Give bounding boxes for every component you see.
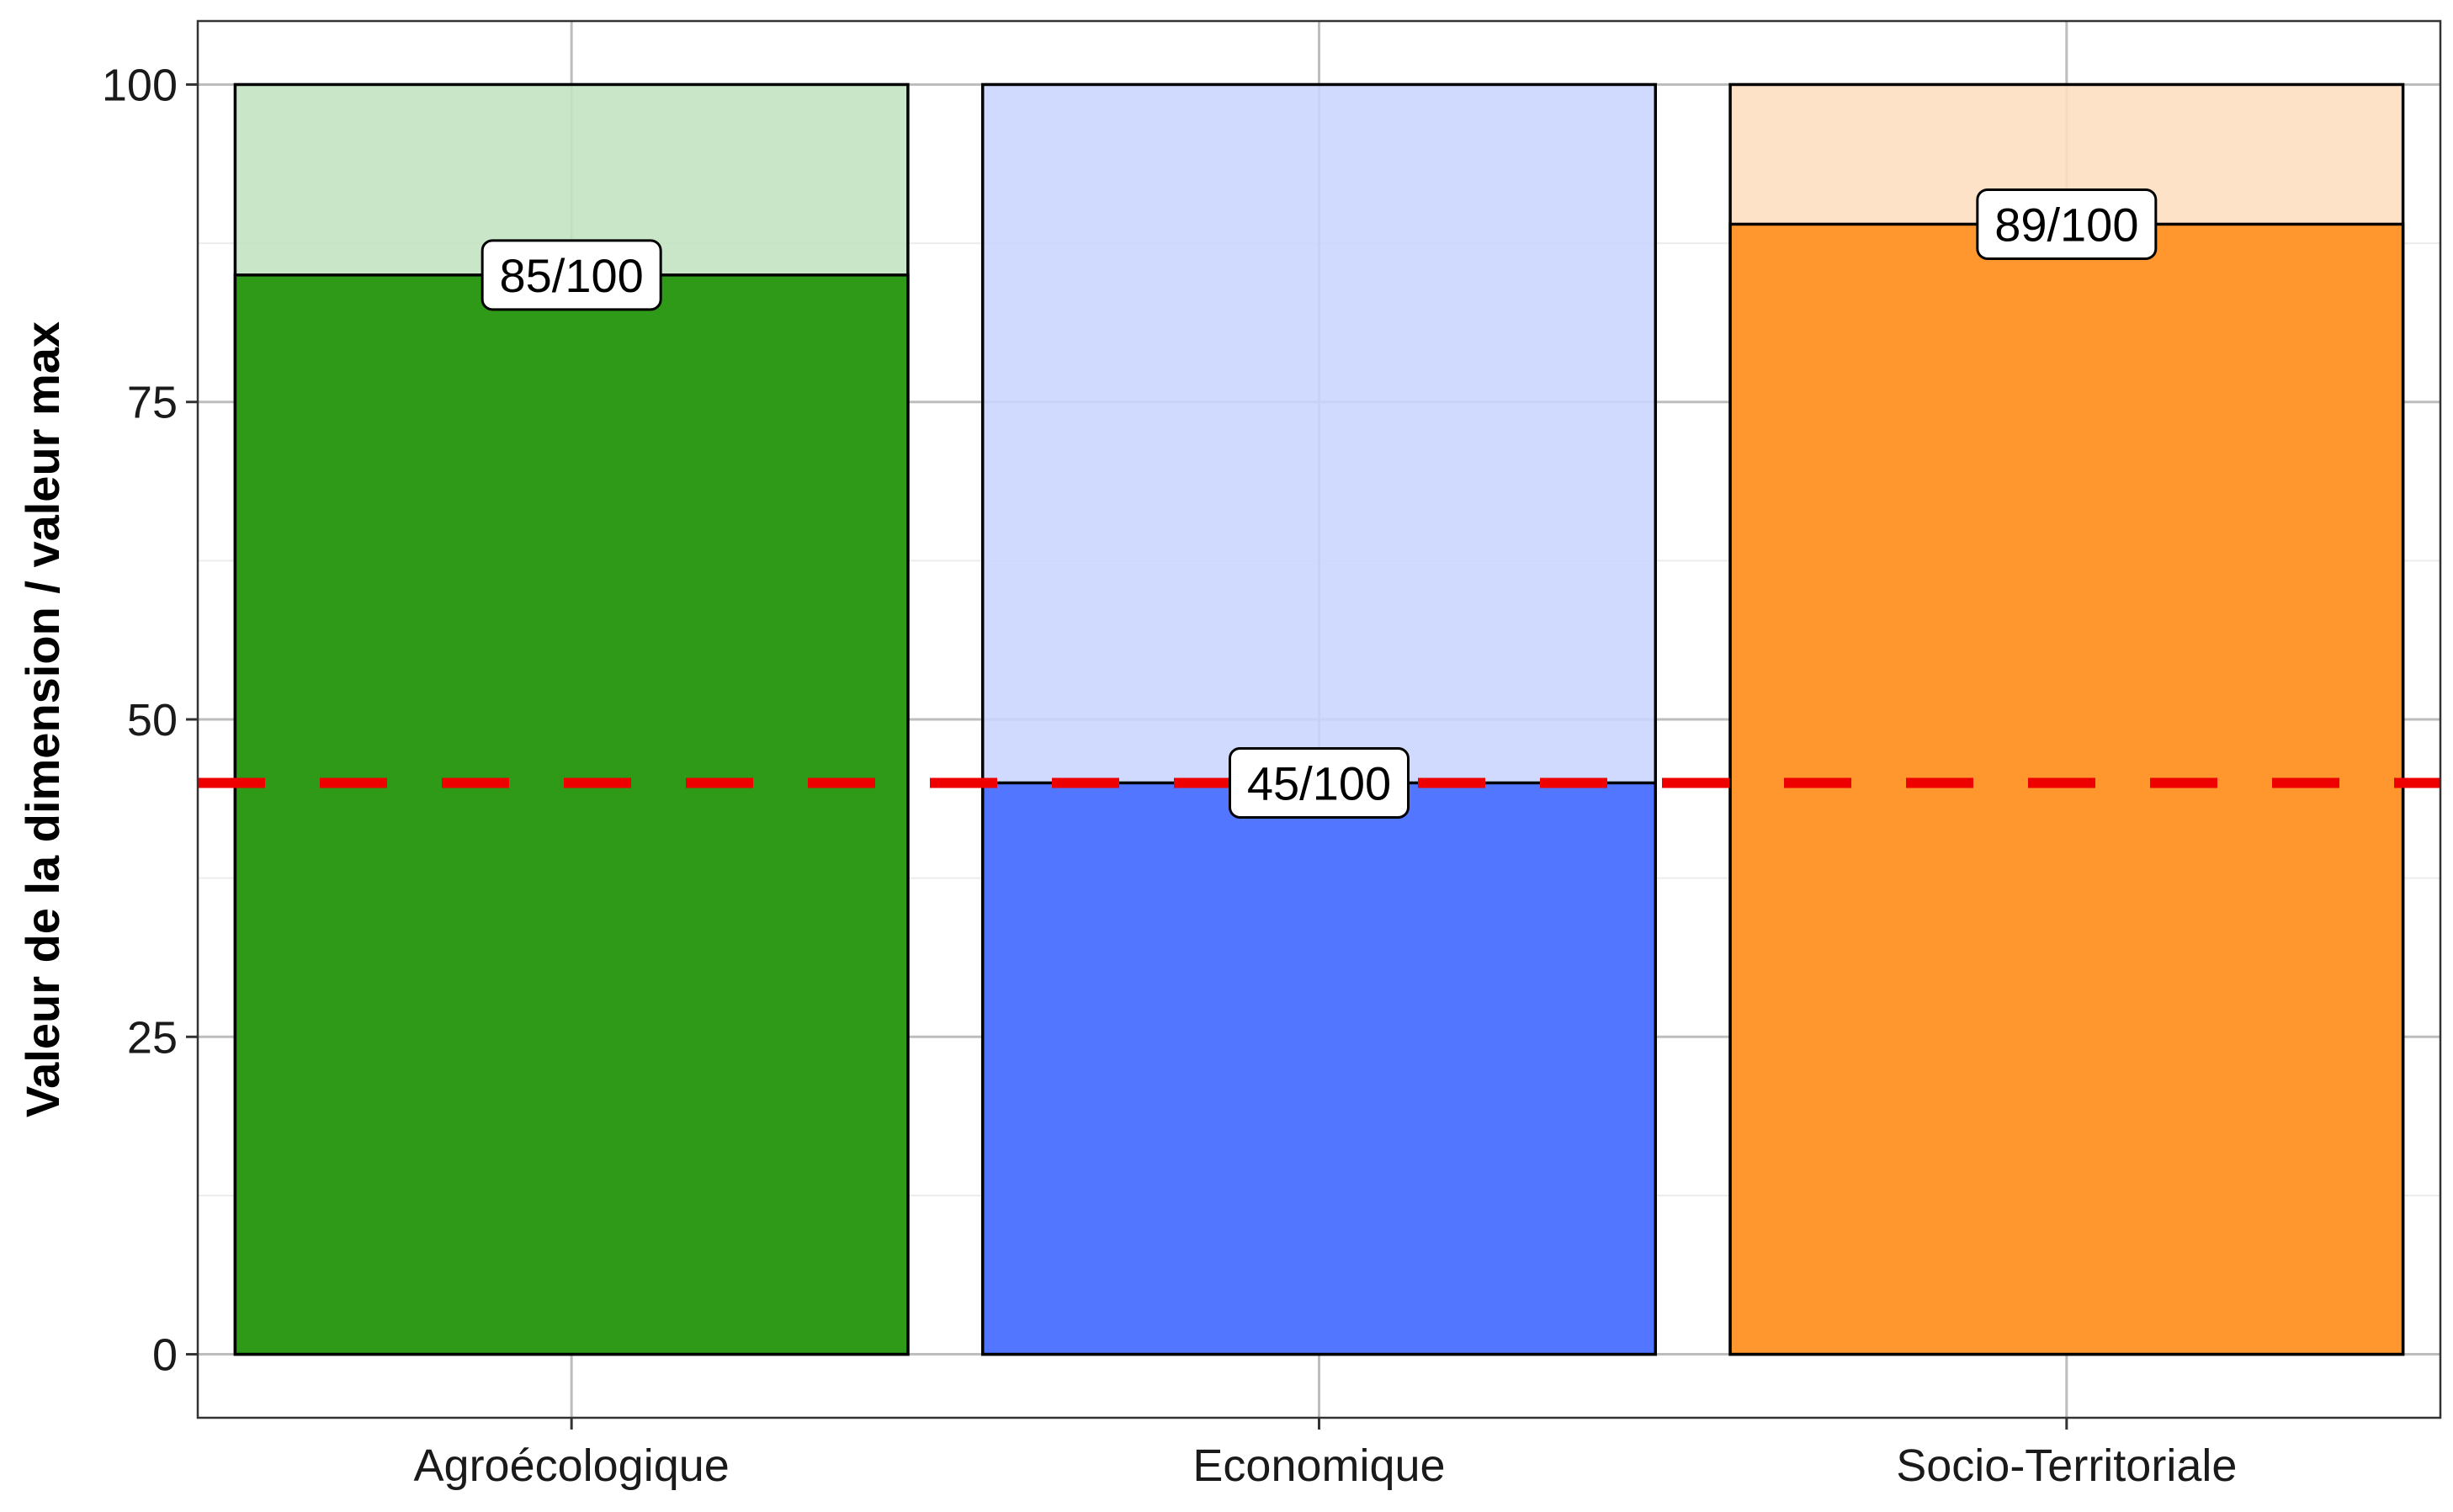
bar-label-box [1229, 746, 1410, 819]
bar-label-text: 89/100 [1994, 198, 2138, 251]
y-axis: 0 25 50 75 100 [102, 60, 198, 1381]
x-axis: Agroécologique Economique Socio-Territoria… [414, 1418, 2237, 1491]
x-tick-label: Economique [1192, 1440, 1445, 1491]
bar-labels: 85/100 45/100 89/100 [481, 188, 2158, 819]
bar-label-3: 89/100 [1976, 188, 2158, 260]
bar-label-box [1976, 188, 2158, 260]
y-tick-label: 50 [127, 695, 178, 745]
bar-value-2 [981, 781, 1657, 1356]
x-tick-label: Socio-Territoriale [1896, 1440, 2237, 1491]
bar-value-1 [233, 273, 910, 1356]
bar-label-box [481, 239, 662, 311]
y-tick-label: 100 [102, 60, 178, 110]
bar-label-text: 45/100 [1247, 756, 1391, 809]
y-tick-label: 25 [127, 1012, 178, 1063]
bar-label-1: 85/100 [481, 239, 662, 311]
y-axis-title: Valeur de la dimension / valeur max [16, 321, 69, 1117]
x-tick-label: Agroécologique [414, 1440, 730, 1491]
bar-label-text: 85/100 [500, 249, 644, 302]
bar-label-2: 45/100 [1229, 746, 1410, 819]
bar-value-3 [1728, 222, 2405, 1356]
y-tick-label: 75 [127, 378, 178, 428]
y-tick-label: 0 [152, 1330, 178, 1381]
bars-value [233, 222, 2405, 1356]
